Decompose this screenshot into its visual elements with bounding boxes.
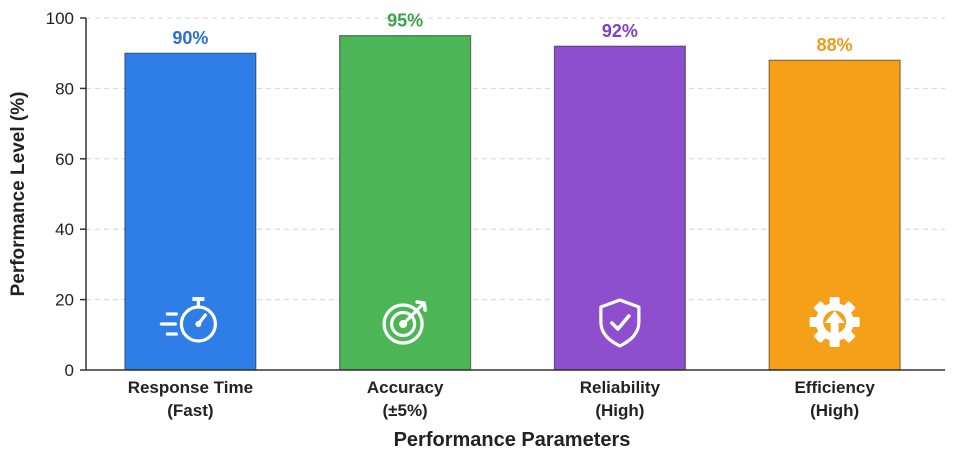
y-axis-label: Performance Level (%): [8, 92, 29, 297]
y-axis-ticks: 0 20 40 60 80 100: [46, 9, 86, 380]
y-tick-label: 100: [46, 9, 74, 28]
x-tick-label-sub: (Fast): [167, 401, 213, 420]
y-tick-label: 40: [55, 220, 74, 239]
target-icon: [382, 300, 427, 345]
data-label: 95%: [387, 11, 423, 31]
category-labels: Response Time (Fast) Accuracy (±5%) Reliabil…: [128, 378, 876, 420]
data-label: 88%: [817, 35, 853, 55]
x-tick-label-sub: (High): [595, 401, 644, 420]
y-tick-label: 60: [55, 150, 74, 169]
bar: [124, 52, 257, 371]
data-label: 90%: [172, 28, 208, 48]
axes: [85, 18, 945, 371]
x-tick-label: Response Time: [128, 378, 253, 397]
stopwatch-icon: [159, 297, 217, 343]
x-tick-label-sub: (±5%): [383, 401, 428, 420]
x-tick-label: Efficiency: [794, 378, 875, 397]
y-tick-label: 20: [55, 291, 74, 310]
gear-upload-icon: [809, 297, 860, 347]
x-tick-label: Accuracy: [367, 378, 444, 397]
y-tick-label: 80: [55, 79, 74, 98]
data-label: 92%: [602, 21, 638, 41]
x-tick-label-sub: (High): [810, 401, 859, 420]
shield-check-icon: [599, 298, 641, 348]
y-tick-label: 0: [65, 361, 74, 380]
bars: 90% 95% 92% 88%: [124, 11, 901, 371]
bar: [553, 45, 686, 371]
x-axis-label: Performance Parameters: [394, 429, 631, 451]
x-tick-label: Reliability: [580, 378, 661, 397]
